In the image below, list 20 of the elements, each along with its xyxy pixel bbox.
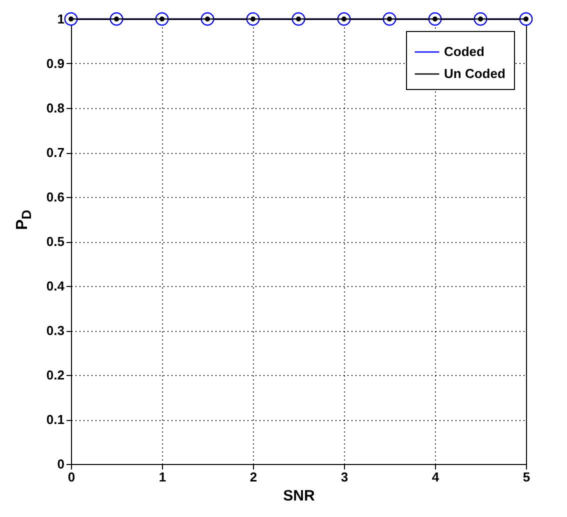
y-tick-label: 0.8 <box>46 100 64 116</box>
y-tick-label: 0.5 <box>46 234 64 249</box>
y-tick-label: 0.4 <box>46 278 66 294</box>
legend-label: Un Coded <box>444 66 506 81</box>
x-tick-label: 2 <box>250 470 258 484</box>
x-tick-label: 3 <box>340 470 348 484</box>
x-tick-label: 0 <box>68 470 76 484</box>
y-tick-label: 1 <box>57 12 64 26</box>
x-tick-label: 1 <box>158 470 166 484</box>
y-tick-label: 0.7 <box>46 145 64 160</box>
y-tick-label: 0 <box>57 456 64 472</box>
y-tick-label: 0.1 <box>46 412 64 427</box>
y-tick-label: 0.6 <box>46 190 64 204</box>
y-tick-label: 0.2 <box>46 368 64 382</box>
x-tick-label: 5 <box>522 470 530 484</box>
legend-label: Coded <box>444 44 484 59</box>
y-tick-label: 0.9 <box>46 56 64 71</box>
y-tick-label: 0.3 <box>46 323 64 338</box>
x-axis-title: SNR <box>283 488 315 504</box>
x-tick-label: 4 <box>432 470 440 484</box>
